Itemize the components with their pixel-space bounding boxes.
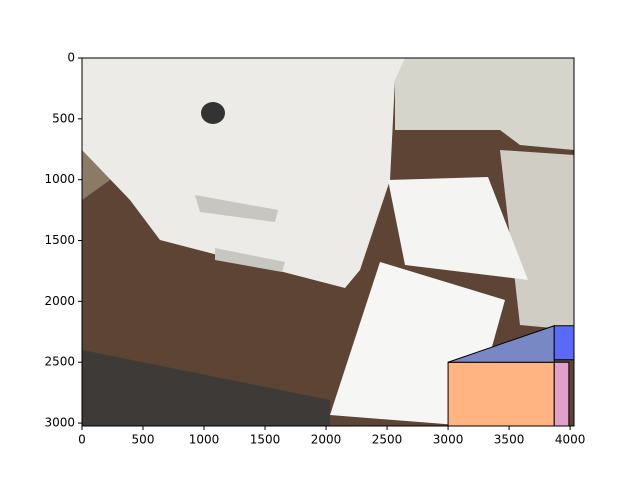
x-tick-label: 3000 bbox=[433, 433, 464, 447]
x-tick-label: 500 bbox=[132, 433, 155, 447]
overlay-polygon bbox=[553, 325, 574, 361]
y-tick-label: 1500 bbox=[44, 233, 75, 247]
y-tick-label: 500 bbox=[52, 111, 75, 125]
x-tick-label: 3500 bbox=[494, 433, 525, 447]
x-tick-label: 2000 bbox=[311, 433, 342, 447]
x-tick-label: 1500 bbox=[250, 433, 281, 447]
overlay-polygon bbox=[447, 361, 555, 426]
x-tick-label: 2500 bbox=[372, 433, 403, 447]
photo bbox=[82, 58, 574, 426]
overlay bbox=[447, 325, 574, 426]
y-tick-label: 2000 bbox=[44, 294, 75, 308]
x-tick-label: 1000 bbox=[189, 433, 220, 447]
y-tick-label: 2500 bbox=[44, 355, 75, 369]
y-tick-label: 0 bbox=[67, 51, 75, 65]
axes-frame bbox=[81, 57, 575, 427]
overlay-polygon bbox=[553, 361, 570, 426]
y-tick-label: 1000 bbox=[44, 172, 75, 186]
x-tick-label: 4000 bbox=[555, 433, 586, 447]
x-tick-label: 0 bbox=[78, 433, 86, 447]
y-tick-label: 3000 bbox=[44, 416, 75, 430]
